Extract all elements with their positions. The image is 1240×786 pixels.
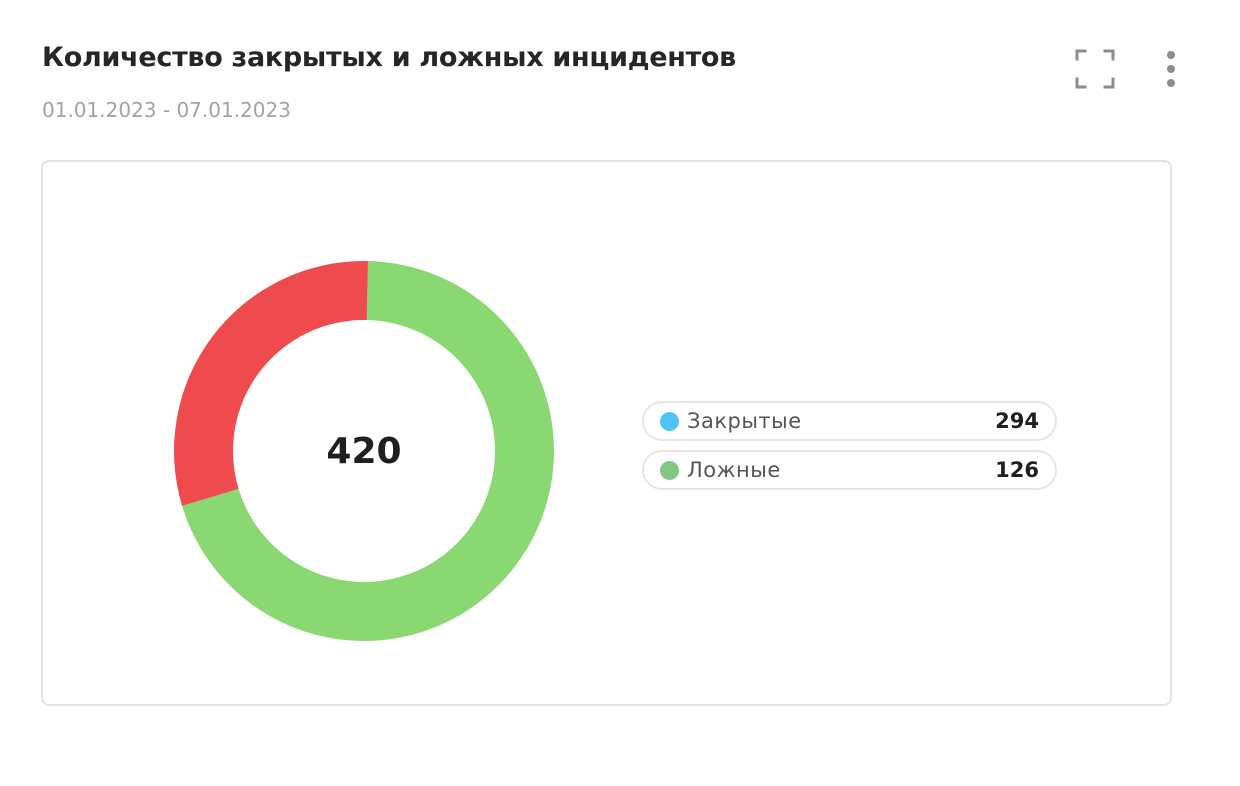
donut-slice-1[interactable]: [182, 261, 554, 641]
legend-item-closed[interactable]: Закрытые 294: [642, 401, 1057, 441]
legend-label: Закрытые: [687, 409, 802, 433]
legend-value: 294: [995, 409, 1039, 433]
legend-dot-false: [660, 460, 679, 480]
chart-legend: Закрытые 294 Ложные 126: [642, 401, 1057, 499]
date-range: 01.01.2023 - 07.01.2023: [42, 98, 291, 122]
legend-item-false[interactable]: Ложные 126: [642, 450, 1057, 490]
donut-slice-2[interactable]: [174, 261, 368, 506]
legend-dot-closed: [660, 411, 679, 431]
chart-card: 420 Закрытые 294 Ложные 126: [41, 160, 1172, 706]
donut-chart: [174, 261, 554, 641]
page-title: Количество закрытых и ложных инцидентов: [42, 42, 736, 73]
more-vertical-icon[interactable]: [1156, 46, 1186, 92]
legend-value: 126: [995, 458, 1039, 482]
legend-label: Ложные: [687, 458, 781, 482]
fullscreen-icon[interactable]: [1072, 46, 1118, 92]
donut-total: 420: [326, 430, 402, 472]
